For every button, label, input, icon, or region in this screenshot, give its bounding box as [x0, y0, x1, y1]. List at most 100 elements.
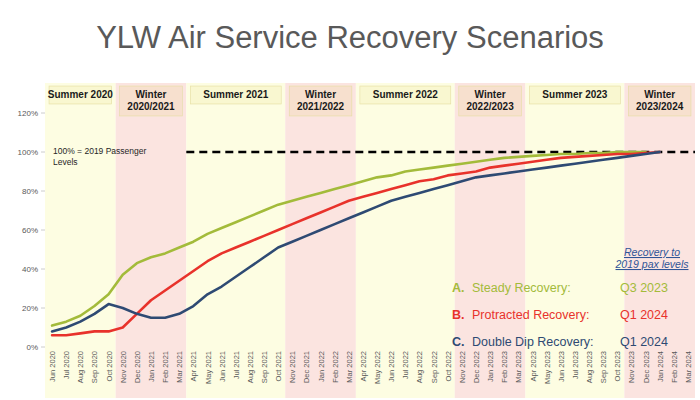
season-header-shade — [360, 86, 451, 104]
x-tick-label: Jun 2023 — [557, 351, 566, 382]
legend-name: Steady Recovery: — [472, 281, 571, 295]
x-tick-label: Feb 2021 — [161, 351, 170, 383]
legend-title: Recovery to — [624, 246, 680, 258]
x-tick-label: Sep 2022 — [430, 351, 439, 383]
y-tick — [41, 269, 45, 270]
legend-letter: A. — [452, 281, 465, 295]
season-header-shade — [529, 86, 620, 104]
x-tick-label: Dec 2020 — [133, 351, 142, 383]
x-tick-label: Oct 2020 — [105, 351, 114, 381]
x-tick-label: May 2023 — [543, 351, 552, 384]
season-header-shade — [190, 86, 281, 104]
x-tick-label: Feb 2023 — [500, 351, 509, 383]
x-tick-label: Jul 2021 — [232, 351, 241, 379]
x-tick-label: Feb 2024 — [670, 351, 679, 383]
x-tick-label: Jul 2022 — [401, 351, 410, 379]
x-tick-label: Apr 2022 — [359, 351, 368, 381]
season-label: Summer 2021 — [203, 89, 268, 100]
season-label: Summer 2023 — [542, 89, 607, 100]
y-axis: 0% 20% 40% 60% 80% 100% 120% — [18, 109, 45, 352]
season-header-box — [120, 86, 183, 116]
season-header-box — [529, 86, 620, 104]
x-axis: Jun 2020Jul 2020Aug 2020Sep 2020Oct 2020… — [48, 351, 693, 384]
reference-label: 100% = 2019 Passenger — [53, 146, 147, 156]
season-label: 2021/2022 — [297, 101, 345, 112]
y-tick-label: 100% — [18, 148, 38, 157]
x-tick-label: Dec 2023 — [642, 351, 651, 383]
y-tick — [41, 308, 45, 309]
season-label: Winter — [644, 89, 675, 100]
title: YLW Air Service Recovery Scenarios — [96, 20, 604, 55]
season-band — [624, 83, 695, 398]
legend-letter: C. — [452, 335, 465, 349]
x-tick-label: Sep 2023 — [599, 351, 608, 383]
x-tick-label: Oct 2022 — [444, 351, 453, 381]
series-line — [52, 152, 660, 335]
x-tick-label: Jun 2022 — [387, 351, 396, 382]
season-label: 2020/2021 — [127, 101, 175, 112]
season-header-shade — [459, 86, 522, 116]
legend-title: 2019 pax levels — [615, 258, 690, 270]
legend-recovery: Q3 2023 — [620, 281, 668, 295]
x-tick-label: Jul 2020 — [62, 351, 71, 379]
x-tick-label: Oct 2021 — [274, 351, 283, 381]
season-label: 2023/2024 — [636, 101, 684, 112]
x-tick-label: May 2022 — [373, 351, 382, 384]
y-tick-label: 40% — [22, 265, 38, 274]
x-tick-label: Mar 2023 — [514, 351, 523, 383]
x-tick-label: Mar 2022 — [345, 351, 354, 383]
x-tick-label: Mar 2021 — [175, 351, 184, 383]
x-tick-label: Nov 2023 — [627, 351, 636, 383]
series-line — [52, 152, 645, 326]
y-tick — [41, 347, 45, 348]
y-tick — [41, 230, 45, 231]
season-band — [525, 83, 624, 398]
x-tick-label: Nov 2022 — [458, 351, 467, 383]
legend-name: Double Dip Recovery: — [472, 335, 594, 349]
season-header-box — [628, 86, 691, 116]
y-tick-label: 80% — [22, 187, 38, 196]
season-band — [455, 83, 526, 398]
y-tick-label: 0% — [26, 343, 38, 352]
x-tick-label: Nov 2021 — [288, 351, 297, 383]
x-tick-label: Jan 2024 — [656, 351, 665, 382]
legend-letter: B. — [452, 308, 465, 322]
y-tick — [41, 152, 45, 153]
y-tick — [41, 191, 45, 192]
x-tick-label: Nov 2020 — [119, 351, 128, 383]
legend-recovery: Q1 2024 — [620, 335, 668, 349]
x-tick-label: Jun 2020 — [48, 351, 57, 382]
x-tick-label: Oct 2023 — [613, 351, 622, 381]
y-tick — [41, 113, 45, 114]
season-header-box — [360, 86, 451, 104]
chart: YLW Air Service Recovery Scenarios 0% 20% 4… — [0, 0, 700, 400]
season-band — [116, 83, 187, 398]
x-tick-label: Aug 2023 — [585, 351, 594, 383]
x-tick-label: May 2021 — [204, 351, 213, 384]
x-tick-label: Aug 2022 — [415, 351, 424, 383]
season-bands — [45, 83, 695, 398]
x-tick-label: Jun 2021 — [218, 351, 227, 382]
x-tick-label: Jan 2022 — [317, 351, 326, 382]
season-headers: Summer 2020Winter2020/2021Summer 2021Win… — [48, 86, 691, 116]
season-header-box — [289, 86, 352, 116]
x-tick-label: Aug 2021 — [246, 351, 255, 383]
season-label: Winter — [305, 89, 336, 100]
y-tick-label: 120% — [18, 109, 38, 118]
y-tick-label: 20% — [22, 304, 38, 313]
x-tick-label: Jan 2023 — [486, 351, 495, 382]
season-label: Summer 2022 — [373, 89, 438, 100]
y-tick-label: 60% — [22, 226, 38, 235]
season-label: Winter — [475, 89, 506, 100]
legend-recovery: Q1 2024 — [620, 308, 668, 322]
legend: Recovery to2019 pax levels A. Steady Recov… — [452, 246, 689, 349]
season-label: Winter — [135, 89, 166, 100]
x-tick-label: Mar 2024 — [684, 351, 693, 383]
x-tick-label: Sep 2021 — [260, 351, 269, 383]
season-header-box — [190, 86, 281, 104]
season-header-shade — [289, 86, 352, 116]
reference-label: Levels — [53, 157, 78, 167]
x-tick-label: Apr 2021 — [189, 351, 198, 381]
x-tick-label: Dec 2022 — [472, 351, 481, 383]
season-band — [356, 83, 455, 398]
